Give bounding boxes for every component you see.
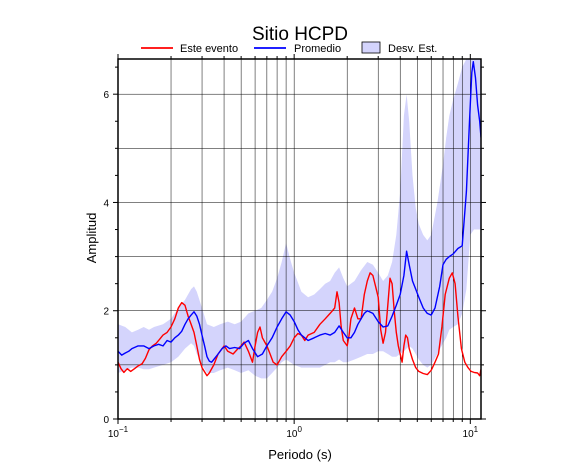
series-line xyxy=(118,272,481,377)
x-tick-label: 10−1 xyxy=(108,425,129,440)
y-tick-label: 2 xyxy=(103,307,109,318)
x-axis-label: Periodo (s) xyxy=(268,447,332,462)
series-line xyxy=(118,61,481,363)
x-tick-exponent: 1 xyxy=(474,425,479,434)
plot-area xyxy=(117,59,481,419)
x-tick-exponent: 0 xyxy=(297,425,302,434)
std-band xyxy=(118,59,481,379)
legend-label: Este evento xyxy=(180,43,238,55)
legend-label: Promedio xyxy=(294,43,341,55)
y-tick-label: 6 xyxy=(103,90,109,101)
y-tick-label: 4 xyxy=(103,198,109,209)
plot-frame xyxy=(117,58,482,420)
legend-label: Desv. Est. xyxy=(388,43,437,55)
x-tick-exponent: −1 xyxy=(119,425,129,434)
y-tick-label: 0 xyxy=(103,415,109,426)
legend: Este evento Promedio Desv. Est. xyxy=(141,41,437,55)
y-axis-label: Amplitud xyxy=(84,213,99,264)
legend-swatch xyxy=(361,41,381,54)
x-tick-label: 100 xyxy=(286,425,302,440)
x-tick-label: 101 xyxy=(463,425,479,440)
chart-title: Sitio HCPD xyxy=(252,24,348,45)
